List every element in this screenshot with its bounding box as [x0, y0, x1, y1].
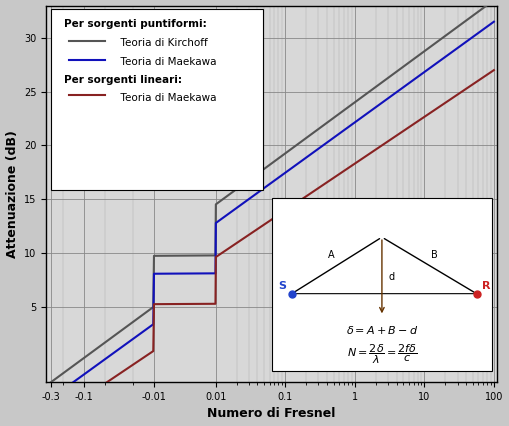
Text: d: d [389, 272, 395, 282]
X-axis label: Numero di Fresnel: Numero di Fresnel [207, 407, 336, 420]
Text: Teoria di Kirchoff: Teoria di Kirchoff [114, 38, 208, 48]
Text: S: S [278, 281, 287, 291]
Text: Per sorgenti puntiformi:: Per sorgenti puntiformi: [64, 19, 207, 29]
Text: Per sorgenti lineari:: Per sorgenti lineari: [64, 75, 182, 85]
Text: R: R [482, 281, 490, 291]
Text: Teoria di Maekawa: Teoria di Maekawa [114, 92, 216, 103]
Text: $\delta = A + B - d$: $\delta = A + B - d$ [346, 324, 418, 336]
Text: $N = \dfrac{2\delta}{\lambda} = \dfrac{2f\delta}{c}$: $N = \dfrac{2\delta}{\lambda} = \dfrac{2… [347, 343, 417, 366]
Text: Teoria di Maekawa: Teoria di Maekawa [114, 57, 216, 67]
Text: A: A [328, 250, 334, 260]
Text: B: B [432, 250, 438, 260]
FancyBboxPatch shape [272, 198, 492, 371]
Y-axis label: Attenuazione (dB): Attenuazione (dB) [6, 130, 18, 258]
FancyBboxPatch shape [51, 9, 263, 190]
